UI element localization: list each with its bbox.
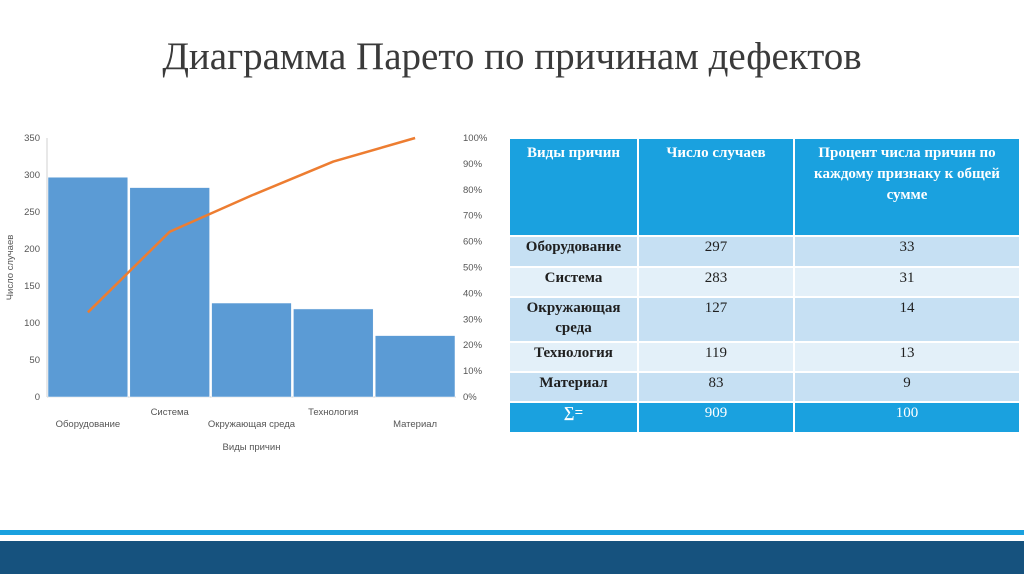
y2-tick-label: 70% xyxy=(463,211,483,222)
slide-title: Диаграмма Парето по причинам дефектов xyxy=(162,35,862,78)
cell-percent: 31 xyxy=(793,266,1021,298)
bar xyxy=(129,187,210,398)
bar xyxy=(293,308,374,398)
y-tick-label: 100 xyxy=(24,318,40,329)
cell-cause: Окружающая среда xyxy=(508,296,639,343)
pareto-chart: 0 50 100 150 200 250 300 350 0% 10% 20% 30% 40% 50% 60… xyxy=(5,133,488,453)
data-table: Виды причин Число случаев Процент числа … xyxy=(508,137,1021,434)
cell-count: 283 xyxy=(637,266,795,298)
y-tick-label: 200 xyxy=(24,244,40,255)
header-cause-type: Виды причин xyxy=(508,137,639,237)
y2-tick-label: 20% xyxy=(463,340,483,351)
x-tick-label: Оборудование xyxy=(56,419,121,430)
cell-cause: Система xyxy=(508,266,639,298)
header-case-count: Число случаев xyxy=(637,137,795,237)
x-tick-label: Технология xyxy=(308,407,358,418)
y2-tick-label: 0% xyxy=(463,392,477,403)
y2-tick-label: 80% xyxy=(463,185,483,196)
y2-tick-label: 100% xyxy=(463,133,488,144)
x-axis-title: Виды причин xyxy=(223,442,281,453)
cell-cause: Материал xyxy=(508,371,639,403)
header-percent: Процент числа причин по каждому признаку… xyxy=(793,137,1021,237)
y2-tick-label: 40% xyxy=(463,288,483,299)
y2-tick-label: 60% xyxy=(463,237,483,248)
y2-tick-label: 30% xyxy=(463,314,483,325)
y2-tick-label: 50% xyxy=(463,263,483,274)
y2-tick-label: 10% xyxy=(463,366,483,377)
cell-percent: 13 xyxy=(793,341,1021,373)
cell-count: 83 xyxy=(637,371,795,403)
plot-area: 0 50 100 150 200 250 300 350 0% 10% 20% 30% 40% 50% 60… xyxy=(5,133,488,453)
y-axis-title: Число случаев xyxy=(5,235,16,301)
cell-count: 127 xyxy=(637,296,795,343)
table-row: Технология 119 13 xyxy=(508,341,1021,373)
y-tick-label: 300 xyxy=(24,170,40,181)
cumulative-percent-line xyxy=(87,136,416,314)
table-row: Оборудование 297 33 xyxy=(508,235,1021,268)
y-tick-label: 0 xyxy=(35,392,40,403)
bar xyxy=(374,335,456,398)
y-tick-label: 250 xyxy=(24,207,40,218)
footer-accent-stripe xyxy=(0,530,1024,535)
cell-cause: Технология xyxy=(508,341,639,373)
x-tick-label: Система xyxy=(151,407,190,418)
table-sum-row: ∑= 909 100 xyxy=(508,401,1021,434)
table-row: Окружающая среда 127 14 xyxy=(508,296,1021,343)
bar xyxy=(211,302,292,398)
footer-bar xyxy=(0,541,1024,574)
cell-percent: 9 xyxy=(793,371,1021,403)
table-row: Система 283 31 xyxy=(508,266,1021,298)
cell-count: 119 xyxy=(637,341,795,373)
y2-tick-label: 90% xyxy=(463,159,483,170)
cell-count: 297 xyxy=(637,235,795,268)
x-tick-label: Материал xyxy=(393,419,437,430)
y-tick-label: 150 xyxy=(24,281,40,292)
table-header-row: Виды причин Число случаев Процент числа … xyxy=(508,137,1021,237)
y-tick-label: 350 xyxy=(24,133,40,144)
cell-total-count: 909 xyxy=(637,401,795,434)
table-row: Материал 83 9 xyxy=(508,371,1021,403)
x-tick-label: Окружающая среда xyxy=(208,419,296,430)
cell-percent: 14 xyxy=(793,296,1021,343)
y-tick-label: 50 xyxy=(29,355,40,366)
cell-sum-symbol: ∑= xyxy=(508,401,639,434)
cell-percent: 33 xyxy=(793,235,1021,268)
cell-cause: Оборудование xyxy=(508,235,639,268)
cell-total-percent: 100 xyxy=(793,401,1021,434)
bar xyxy=(47,176,129,398)
